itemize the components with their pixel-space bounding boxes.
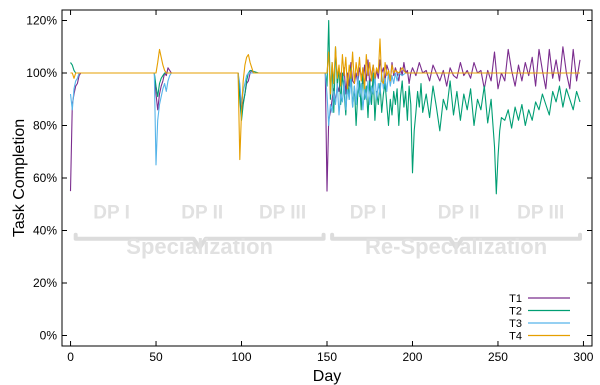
group-brace <box>73 232 326 250</box>
legend-label-t1: T1 <box>509 293 522 305</box>
group-brace <box>330 232 583 250</box>
x-tick-label: 0 <box>67 350 74 364</box>
phase-label: DP III <box>259 203 306 224</box>
x-axis-title: Day <box>313 368 341 385</box>
x-tick-label: 100 <box>232 350 252 364</box>
y-tick-label: 80% <box>33 119 57 133</box>
phase-label: DP III <box>517 203 564 224</box>
y-tick-label: 120% <box>26 14 57 28</box>
group-label: Specialization <box>126 234 273 259</box>
series-line-t2 <box>70 19 581 195</box>
legend-label-t3: T3 <box>509 318 522 330</box>
y-tick-label: 60% <box>33 171 57 185</box>
y-tick-label: 0% <box>40 329 58 343</box>
series-lines <box>69 19 581 195</box>
y-tick-label: 100% <box>26 66 57 80</box>
group-label: Re-Specialization <box>365 234 547 259</box>
x-tick-label: 50 <box>149 350 163 364</box>
y-axis-ticks: 0% 20% 40% 60% 80% 100% 120% <box>26 14 592 343</box>
x-tick-label: 150 <box>317 350 337 364</box>
x-tick-label: 250 <box>488 350 508 364</box>
x-axis-ticks: 0 50 100 150 200 250 300 <box>67 10 594 364</box>
legend-label-t4: T4 <box>509 331 522 343</box>
y-axis-title: Task Completion <box>11 119 28 237</box>
y-tick-label: 20% <box>33 276 57 290</box>
y-tick-label: 40% <box>33 224 57 238</box>
x-tick-label: 200 <box>402 350 422 364</box>
series-line-t3 <box>69 72 580 166</box>
phase-label: DP II <box>438 203 480 224</box>
phase-label: DP I <box>350 203 387 224</box>
x-tick-label: 300 <box>573 350 593 364</box>
series-line-t4 <box>70 38 580 161</box>
phase-annotations: DP I DP II DP III DP I DP II DP III Specializa… <box>73 203 583 259</box>
phase-label: DP I <box>93 203 130 224</box>
legend-label-t2: T2 <box>509 306 522 318</box>
phase-label: DP II <box>181 203 223 224</box>
